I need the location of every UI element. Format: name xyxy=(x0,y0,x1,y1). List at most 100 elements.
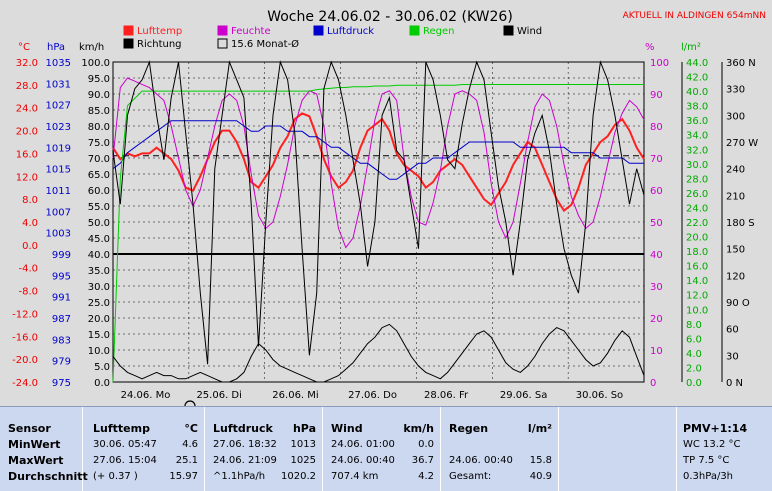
rain-max-val: 15.8 xyxy=(529,455,552,466)
stats-col-regen: Regen l/m² 24.06. 00:40 15.8 Gesamt: 40.9 xyxy=(441,407,559,491)
stats-header-pmv: PMV+1:14 xyxy=(683,422,748,435)
dir-tick-label: 330 xyxy=(726,85,745,96)
press-tick-label: 1015 xyxy=(46,165,71,176)
temp-tick-label: 8.0 xyxy=(22,195,38,206)
wind-min-time: 24.06. 01:00 xyxy=(331,439,395,450)
hum-tick-label: 60 xyxy=(650,186,663,197)
dir-tick-label: 90 O xyxy=(726,298,750,309)
wind-tick-label: 85.0 xyxy=(88,106,110,117)
press-tick-label: 975 xyxy=(52,378,71,389)
press-tick-label: 987 xyxy=(52,314,71,325)
rain-tick-label: 34.0 xyxy=(686,131,708,142)
rain-tick-label: 14.0 xyxy=(686,276,708,287)
temp-tick-label: 4.0 xyxy=(22,218,38,229)
series-line-feuchte xyxy=(112,77,645,249)
rain-tick-label: 6.0 xyxy=(686,334,702,345)
legend-swatch xyxy=(123,25,134,36)
x-tick-label: 30.06. So xyxy=(576,390,623,401)
legend: Lufttemp Feuchte Luftdruck Regen Wind Richtun… xyxy=(123,25,542,50)
temp-tick-label: 20.0 xyxy=(16,127,38,138)
temp-tick-label: 24.0 xyxy=(16,104,38,115)
stats-col-luftdruck: Luftdruck hPa 27.06. 18:32 1013 24.06. 21… xyxy=(205,407,323,491)
stats-header-lufttemp: Lufttemp xyxy=(93,422,150,435)
stats-col-wind: Wind km/h 24.06. 01:00 0.0 24.06. 00:40 36… xyxy=(323,407,441,491)
rain-tick-label: 42.0 xyxy=(686,73,708,84)
wind-unit-label: km/h xyxy=(79,42,104,53)
wind-max-val: 36.7 xyxy=(411,455,434,466)
press-tick-label: 999 xyxy=(52,250,71,261)
press-tick-label: 979 xyxy=(52,357,71,368)
x-tick-label: 25.06. Di xyxy=(196,390,241,401)
stats-header-wind: Wind xyxy=(331,422,363,435)
legend-label: 15.6 Monat-Ø xyxy=(231,38,299,50)
press-tick-label: 1027 xyxy=(46,101,71,112)
wind-tick-label: 70.0 xyxy=(88,154,110,165)
legend-label: Wind xyxy=(517,26,542,37)
row-label-max: MaxWert xyxy=(8,454,64,467)
temp-tick-label: 0.0 xyxy=(22,241,38,252)
wind-tick-label: 5.0 xyxy=(94,362,110,373)
legend-label: Lufttemp xyxy=(137,26,182,37)
x-tick-label: 24.06. Mo xyxy=(121,390,171,401)
temp-tick-label: -24.0 xyxy=(12,378,38,389)
hum-unit-label: % xyxy=(645,42,655,53)
rain-tick-label: 38.0 xyxy=(686,102,708,113)
wind-tick-label: 55.0 xyxy=(88,202,110,213)
hum-tick-label: 10 xyxy=(650,346,663,357)
stats-header-sensor: Sensor xyxy=(8,422,51,435)
row-label-avg: Durchschnitt xyxy=(8,470,88,483)
temp-avg-trend: (+ 0.37 ) xyxy=(93,471,138,482)
dir-tick-label: 270 W xyxy=(726,138,758,149)
stats-header-luftdruck-unit: hPa xyxy=(292,422,316,435)
dir-tick-label: 60 xyxy=(726,325,739,336)
series-line-wind xyxy=(112,323,645,383)
wind-tick-label: 80.0 xyxy=(88,122,110,133)
press-avg-trend: ^1.1hPa/h xyxy=(213,471,266,482)
rain-tick-label: 32.0 xyxy=(686,145,708,156)
stats-header-regen: Regen xyxy=(449,422,489,435)
press-tick-label: 1023 xyxy=(46,122,71,133)
rain-total-label: Gesamt: xyxy=(449,471,492,482)
dir-tick-label: 150 xyxy=(726,245,745,256)
temp-max-val: 25.1 xyxy=(175,455,198,466)
wind-tick-label: 95.0 xyxy=(88,74,110,85)
rain-tick-label: 28.0 xyxy=(686,174,708,185)
wind-distance: 707.4 km xyxy=(331,471,379,482)
series-group xyxy=(112,60,645,383)
axes: 32.0 28.0 24.0 20.0 16.0 12.0 8.0 4.0 0.0 -4.0 -8.… xyxy=(12,58,758,401)
legend-swatch xyxy=(217,25,228,36)
wind-tick-label: 15.0 xyxy=(88,330,110,341)
hum-tick-label: 80 xyxy=(650,122,663,133)
legend-swatch xyxy=(313,25,324,36)
temp-unit-label: °C xyxy=(18,42,30,53)
dir-tick-label: 210 xyxy=(726,191,745,202)
rain-tick-label: 4.0 xyxy=(686,349,702,360)
time-marker-icon[interactable] xyxy=(184,400,196,406)
dir-tick-label: 0 N xyxy=(726,378,743,389)
wind-tick-label: 65.0 xyxy=(88,170,110,181)
stats-col-sensor: Sensor MinWert MaxWert Durchschnitt xyxy=(0,407,88,491)
wind-tick-label: 25.0 xyxy=(88,298,110,309)
press-tick-label: 983 xyxy=(52,335,71,346)
rain-tick-label: 20.0 xyxy=(686,233,708,244)
stats-panel: Sensor MinWert MaxWert Durchschnitt Luft… xyxy=(0,406,772,491)
dir-tick-label: 360 N xyxy=(726,58,756,69)
rain-tick-label: 44.0 xyxy=(686,58,708,69)
temp-tick-label: -16.0 xyxy=(12,332,38,343)
dir-tick-label: 300 xyxy=(726,111,745,122)
temp-min-time: 30.06. 05:47 xyxy=(93,439,157,450)
press-min-time: 27.06. 18:32 xyxy=(213,439,277,450)
hum-tick-label: 100 xyxy=(650,58,669,69)
stats-col-lufttemp: Lufttemp °C 30.06. 05:47 4.6 27.06. 15:04… xyxy=(83,407,205,491)
press-tick-label: 1035 xyxy=(46,58,71,69)
hum-tick-label: 0 xyxy=(650,378,656,389)
rain-tick-label: 2.0 xyxy=(686,363,702,374)
stats-header-lufttemp-unit: °C xyxy=(184,422,198,435)
rain-tick-label: 12.0 xyxy=(686,291,708,302)
stats-header-regen-unit: l/m² xyxy=(527,422,552,435)
temp-avg-val: 15.97 xyxy=(169,471,198,482)
series-line-richtung xyxy=(112,60,645,365)
press-tick-label: 1003 xyxy=(46,229,71,240)
rain-max-time: 24.06. 00:40 xyxy=(449,455,513,466)
x-tick-label: 29.06. Sa xyxy=(500,390,547,401)
